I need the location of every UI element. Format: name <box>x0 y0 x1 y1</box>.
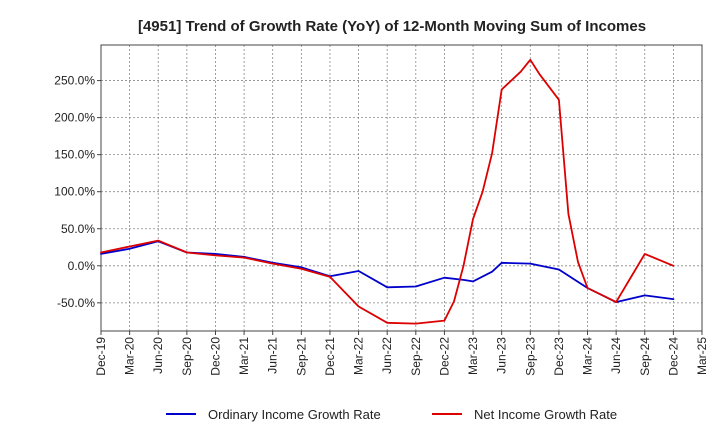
x-tick-label: Mar-25 <box>695 337 709 375</box>
x-tick-label: Jun-22 <box>380 337 394 374</box>
x-tick-label: Dec-22 <box>437 337 451 376</box>
y-tick-label: 150.0% <box>54 148 95 162</box>
legend-label-1: Ordinary Income Growth Rate <box>208 407 381 422</box>
x-tick-label: Mar-23 <box>466 337 480 375</box>
x-tick-label: Sep-22 <box>409 337 423 376</box>
y-tick-label: 100.0% <box>54 185 95 199</box>
x-tick-label: Mar-24 <box>581 337 595 375</box>
y-tick-label: 250.0% <box>54 74 95 88</box>
x-tick-label: Dec-23 <box>552 337 566 376</box>
y-tick-label: 200.0% <box>54 111 95 125</box>
x-tick-label: Sep-24 <box>638 337 652 376</box>
x-tick-label: Jun-23 <box>495 337 509 374</box>
series-lines <box>100 58 675 325</box>
legend: Ordinary Income Growth Rate Net Income Gr… <box>166 407 617 422</box>
chart-title: [4951] Trend of Growth Rate (YoY) of 12-… <box>138 18 646 35</box>
x-tick-label: Dec-20 <box>208 337 222 376</box>
x-tick-label: Jun-21 <box>266 337 280 374</box>
x-tick-label: Dec-24 <box>666 337 680 376</box>
x-tick-label: Dec-19 <box>94 337 108 376</box>
grid <box>100 45 703 331</box>
x-tick-label: Dec-21 <box>323 337 337 376</box>
x-tick-label: Mar-20 <box>123 337 137 375</box>
y-tick-label: -50.0% <box>57 296 95 310</box>
x-tick-label: Sep-23 <box>523 337 537 376</box>
x-tick-label: Sep-20 <box>180 337 194 376</box>
y-tick-label: 0.0% <box>68 259 96 273</box>
legend-label-2: Net Income Growth Rate <box>474 407 617 422</box>
y-tick-label: 50.0% <box>61 222 95 236</box>
series-line-2 <box>100 58 675 325</box>
axes: -50.0% 0.0% 50.0% 100.0% 150.0% 200.0% 250.0% D… <box>54 44 709 376</box>
x-tick-label: Sep-21 <box>294 337 308 376</box>
x-tick-label: Jun-20 <box>151 337 165 374</box>
x-tick-label: Jun-24 <box>609 337 623 374</box>
series-line-1 <box>100 240 675 304</box>
x-tick-label: Mar-22 <box>352 337 366 375</box>
x-tick-label: Mar-21 <box>237 337 251 375</box>
plot-frame <box>100 44 703 332</box>
